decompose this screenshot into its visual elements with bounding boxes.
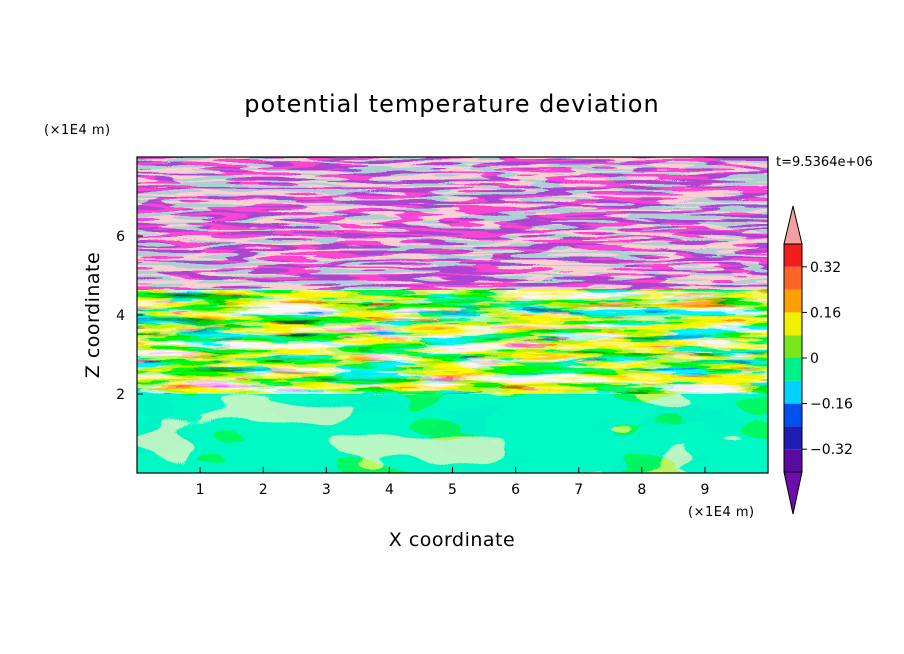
colorbar-tick-label: 0.32 (810, 260, 841, 276)
middle-band (137, 290, 768, 396)
x-axis-unit: (×1E4 m) (688, 505, 755, 520)
colorbar-over-triangle (783, 205, 803, 245)
contour-field (137, 157, 768, 473)
x-tick-label: 1 (196, 482, 205, 498)
y-tick-label: 4 (116, 308, 125, 324)
x-tick-label: 6 (511, 482, 520, 498)
x-axis-label: X coordinate (389, 529, 515, 551)
colorbar-under-triangle (783, 471, 803, 515)
colorbar-segment (784, 449, 802, 472)
colorbar-segment (784, 289, 802, 313)
colorbar-tick-label: 0 (810, 351, 819, 367)
x-tick-label: 8 (637, 482, 646, 498)
colorbar: −0.32 −0.16 0 0.16 0.32 (783, 205, 853, 515)
y-axis-label: Z coordinate (82, 252, 104, 378)
colorbar-segment (784, 312, 802, 336)
colorbar-segment (784, 244, 802, 267)
upper-band (137, 157, 768, 297)
colorbar-segment (784, 335, 802, 358)
lower-band (137, 394, 768, 473)
colorbar-tick-label: 0.16 (810, 305, 841, 321)
y-tick-label: 6 (116, 229, 125, 245)
colorbar-tick-label: −0.32 (810, 442, 853, 458)
time-label: t=9.5364e+06 (776, 155, 873, 170)
x-tick-label: 3 (322, 482, 331, 498)
chart-title: potential temperature deviation (244, 90, 659, 118)
y-axis-ticks: 2 4 6 (116, 229, 143, 403)
y-tick-label: 2 (116, 387, 125, 403)
x-tick-label: 5 (448, 482, 457, 498)
colorbar-segment (784, 380, 802, 404)
colorbar-segment (784, 426, 802, 450)
colorbar-tick-label: −0.16 (810, 397, 853, 413)
x-tick-label: 9 (700, 482, 709, 498)
colorbar-segment (784, 266, 802, 290)
x-tick-label: 4 (385, 482, 394, 498)
x-tick-label: 7 (574, 482, 583, 498)
x-tick-label: 2 (259, 482, 268, 498)
y-axis-unit: (×1E4 m) (44, 123, 111, 138)
colorbar-segment (784, 358, 802, 381)
x-axis-ticks: 1 2 3 4 5 6 7 8 9 (196, 467, 709, 498)
colorbar-segment (784, 403, 802, 427)
